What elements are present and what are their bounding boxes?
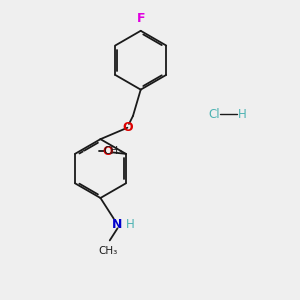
Text: F: F (136, 12, 145, 25)
Text: methoxy: methoxy (83, 151, 89, 152)
Text: CH₃: CH₃ (103, 146, 123, 156)
Text: H: H (126, 218, 135, 231)
Text: O: O (122, 121, 133, 134)
Text: Cl: Cl (208, 108, 220, 121)
Text: O: O (103, 145, 113, 158)
Text: N: N (112, 218, 123, 231)
Text: CH₃: CH₃ (99, 246, 118, 256)
Text: H: H (238, 108, 247, 121)
